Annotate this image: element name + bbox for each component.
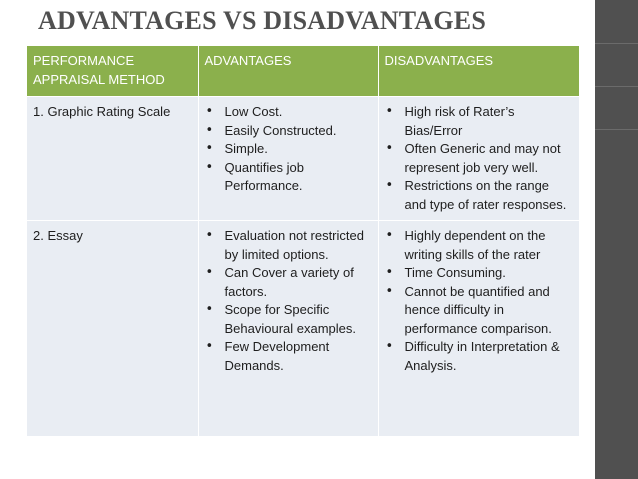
decorative-side-bar — [595, 0, 638, 479]
disadvantages-cell: High risk of Rater’s Bias/Error Often Ge… — [378, 96, 579, 221]
list-item: Cannot be quantified and hence difficult… — [385, 283, 574, 339]
table-row: 2. Essay Evaluation not restricted by li… — [27, 220, 579, 436]
list-item: Difficulty in Interpretation & Analysis. — [385, 338, 574, 375]
list-item: Scope for Specific Behavioural examples. — [205, 301, 372, 338]
method-cell: 1. Graphic Rating Scale — [27, 96, 199, 221]
list-item: High risk of Rater’s Bias/Error — [385, 103, 574, 140]
table-row: 1. Graphic Rating Scale Low Cost. Easily… — [27, 96, 579, 221]
list-item: Evaluation not restricted by limited opt… — [205, 227, 372, 264]
list-item: Easily Constructed. — [205, 122, 372, 141]
side-bar-square — [595, 43, 638, 87]
side-bar-square — [595, 129, 638, 173]
advantages-cell: Low Cost. Easily Constructed. Simple. Qu… — [198, 96, 379, 221]
list-item: Restrictions on the range and type of ra… — [385, 177, 574, 214]
advantages-list: Low Cost. Easily Constructed. Simple. Qu… — [205, 103, 372, 196]
list-item: Quantifies job Performance. — [205, 159, 372, 196]
header-disadvantages: DISADVANTAGES — [378, 46, 579, 97]
list-item: Can Cover a variety of factors. — [205, 264, 372, 301]
list-item: Highly dependent on the writing skills o… — [385, 227, 574, 264]
list-item: Often Generic and may not represent job … — [385, 140, 574, 177]
disadvantages-cell: Highly dependent on the writing skills o… — [378, 220, 579, 436]
advantages-cell: Evaluation not restricted by limited opt… — [198, 220, 379, 436]
disadvantages-list: High risk of Rater’s Bias/Error Often Ge… — [385, 103, 574, 214]
comparison-table: PERFORMANCE APPRAISAL METHOD ADVANTAGES … — [27, 46, 579, 436]
list-item: Low Cost. — [205, 103, 372, 122]
header-method: PERFORMANCE APPRAISAL METHOD — [27, 46, 199, 97]
list-item: Time Consuming. — [385, 264, 574, 283]
list-item: Simple. — [205, 140, 372, 159]
side-bar-square — [595, 86, 638, 130]
method-cell: 2. Essay — [27, 220, 199, 436]
list-item: Few Development Demands. — [205, 338, 372, 375]
disadvantages-list: Highly dependent on the writing skills o… — [385, 227, 574, 375]
slide-title: ADVANTAGES VS DISADVANTAGES — [38, 6, 487, 35]
header-advantages: ADVANTAGES — [198, 46, 379, 97]
table-header-row: PERFORMANCE APPRAISAL METHOD ADVANTAGES … — [27, 46, 579, 97]
advantages-list: Evaluation not restricted by limited opt… — [205, 227, 372, 375]
